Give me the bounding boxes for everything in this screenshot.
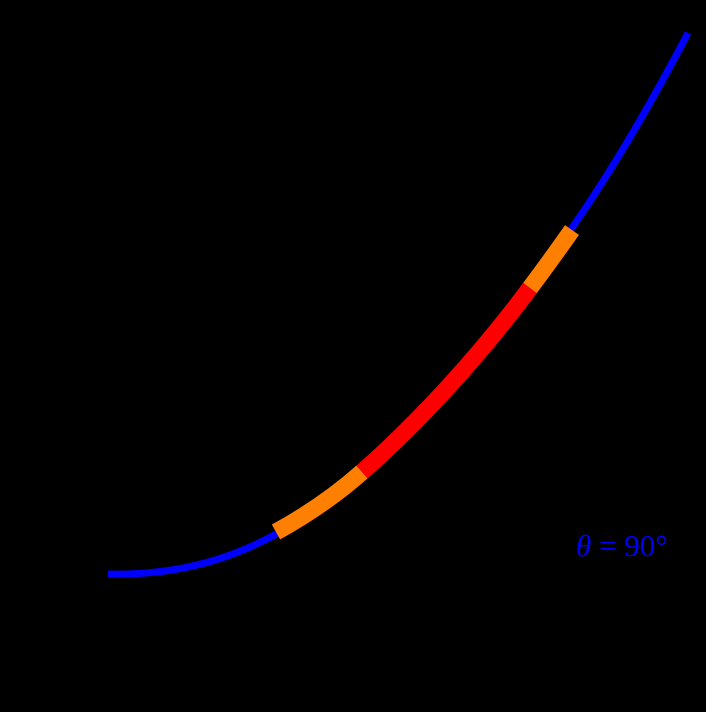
orange-band-high [523,225,579,294]
theta-symbol: θ [576,528,592,563]
theta-value: = 90° [591,528,668,563]
theta-label: θ = 90° [576,528,668,564]
red-band [356,282,537,479]
orange-band-low [271,465,368,540]
